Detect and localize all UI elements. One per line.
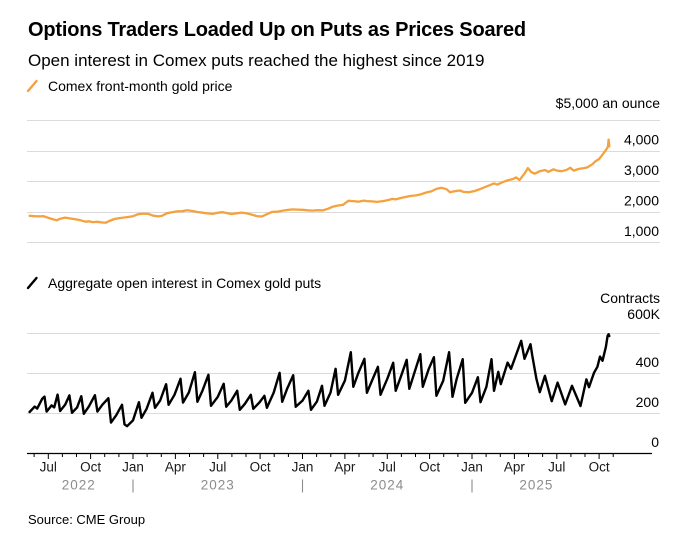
gold-axis-unit-label: $5,000 an ounce [555, 95, 660, 111]
y-tick-label: 2,000 [624, 193, 659, 209]
puts-line-legend-icon [26, 276, 38, 290]
y-tick-label: 0 [651, 434, 659, 450]
x-year-label: 2022 [62, 478, 96, 493]
x-month-label: Jul [548, 460, 565, 475]
x-month-label: Apr [165, 460, 187, 475]
y-tick-label: 400 [636, 354, 660, 370]
x-month-label: Oct [80, 460, 101, 475]
y-tick-label: 3,000 [624, 162, 659, 178]
x-month-label: Apr [504, 460, 526, 475]
x-month-label: Jul [379, 460, 396, 475]
puts-axis-unit-label: Contracts [600, 290, 660, 306]
x-year-separator: | [301, 478, 305, 493]
legend-put-open-interest: Aggregate open interest in Comex gold pu… [26, 275, 321, 291]
gold-price-plot: 1,000 2,000 3,000 4,000 [27, 120, 660, 243]
x-month-label: Jul [40, 460, 57, 475]
x-year-separator: | [470, 478, 474, 493]
gold-line-legend-icon [26, 79, 38, 93]
x-year-label: 2023 [201, 478, 235, 493]
x-year-separator: | [131, 478, 135, 493]
x-axis: Jul Oct Jan Apr Jul Oct Jan Apr Jul Oct Jan Apr Jul O… [27, 452, 652, 493]
legend-gold-price-label: Comex front-month gold price [48, 78, 233, 94]
y-tick-label: 1,000 [624, 223, 659, 239]
chart-title: Options Traders Loaded Up on Puts as Pri… [28, 19, 526, 41]
x-month-label: Jan [292, 460, 314, 475]
source-attribution: Source: CME Group [28, 512, 146, 527]
x-year-label: 2025 [519, 478, 553, 493]
x-month-label: Jan [461, 460, 483, 475]
chart-subtitle: Open interest in Comex puts reached the … [28, 51, 485, 70]
x-month-label: Apr [334, 460, 356, 475]
aggregate-open-interest-comex-gold-puts [28, 333, 611, 428]
x-month-label: Oct [419, 460, 440, 475]
x-month-label: Oct [589, 460, 610, 475]
legend-put-open-interest-label: Aggregate open interest in Comex gold pu… [48, 275, 322, 291]
comex-front-month-gold-price [28, 138, 611, 224]
x-month-label: Jan [122, 460, 144, 475]
x-month-label: Oct [250, 460, 271, 475]
puts-axis-top-tick-label: 600K [627, 306, 660, 322]
puts-open-interest-plot: 0 200 400 [27, 333, 660, 450]
legend-gold-price: Comex front-month gold price [26, 78, 232, 94]
x-year-label: 2024 [370, 478, 404, 493]
y-tick-label: 200 [636, 394, 660, 410]
y-tick-label: 4,000 [624, 132, 659, 148]
x-month-label: Jul [209, 460, 226, 475]
